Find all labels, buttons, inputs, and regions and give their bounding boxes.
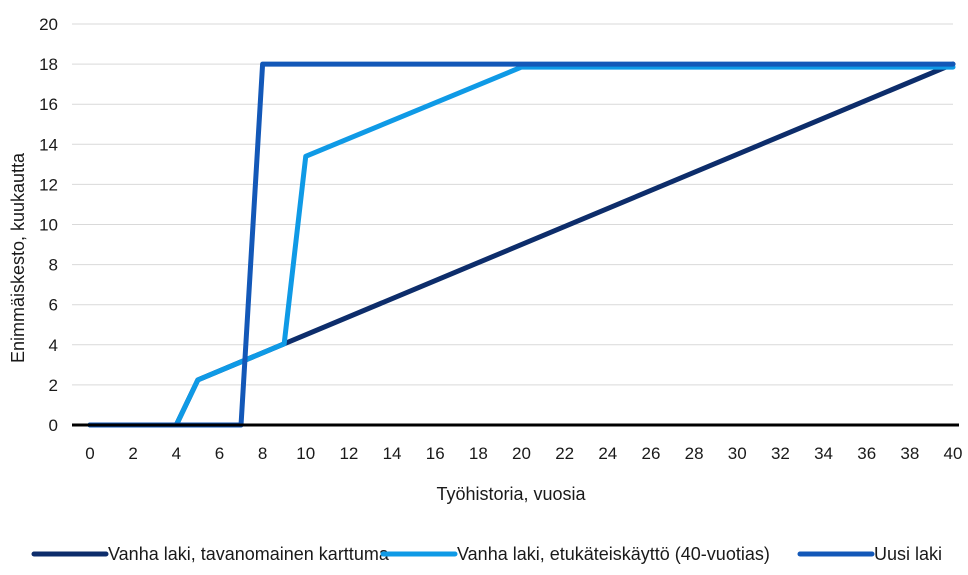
x-tick-label: 32 [771, 444, 790, 463]
y-tick-label: 20 [39, 15, 58, 34]
x-tick-label: 6 [215, 444, 224, 463]
x-tick-label: 8 [258, 444, 267, 463]
x-tick-label: 16 [426, 444, 445, 463]
series-lines [87, 61, 956, 428]
y-tick-label: 16 [39, 95, 58, 114]
legend-label: Uusi laki [874, 544, 942, 564]
x-axis-label: Työhistoria, vuosia [436, 484, 586, 504]
x-tick-label: 12 [339, 444, 358, 463]
legend: Vanha laki, tavanomainen karttuma Vanha l… [31, 544, 942, 564]
legend-label: Vanha laki, tavanomainen karttuma [108, 544, 390, 564]
x-tick-label: 24 [598, 444, 617, 463]
x-tick-label: 20 [512, 444, 531, 463]
y-tick-label: 6 [49, 296, 58, 315]
x-tick-label: 0 [85, 444, 94, 463]
x-tick-label: 10 [296, 444, 315, 463]
x-tick-label: 34 [814, 444, 833, 463]
y-tick-label: 4 [49, 336, 58, 355]
x-tick-label: 2 [128, 444, 137, 463]
x-tick-labels: 0 2 4 6 8 10 12 14 16 18 20 22 24 26 28 30 32 34 36 38 40 [85, 444, 962, 463]
legend-label: Vanha laki, etukäteiskäyttö (40-vuotias) [457, 544, 770, 564]
y-tick-labels: 0 2 4 6 8 10 12 14 16 18 20 [39, 15, 58, 435]
y-tick-label: 2 [49, 376, 58, 395]
y-tick-label: 14 [39, 135, 58, 154]
y-axis-label: Enimmäiskesto, kuukautta [8, 152, 28, 363]
x-tick-label: 14 [383, 444, 402, 463]
x-tick-label: 4 [172, 444, 181, 463]
x-tick-label: 26 [641, 444, 660, 463]
x-tick-label: 18 [469, 444, 488, 463]
y-tick-label: 18 [39, 55, 58, 74]
x-tick-label: 30 [728, 444, 747, 463]
x-tick-label: 38 [900, 444, 919, 463]
x-tick-label: 22 [555, 444, 574, 463]
x-tick-label: 28 [685, 444, 704, 463]
y-tick-label: 8 [49, 256, 58, 275]
y-tick-label: 12 [39, 175, 58, 194]
y-tick-label: 0 [49, 416, 58, 435]
gridlines [72, 23, 953, 386]
x-tick-label: 36 [857, 444, 876, 463]
y-tick-label: 10 [39, 216, 58, 235]
x-tick-label: 40 [944, 444, 963, 463]
